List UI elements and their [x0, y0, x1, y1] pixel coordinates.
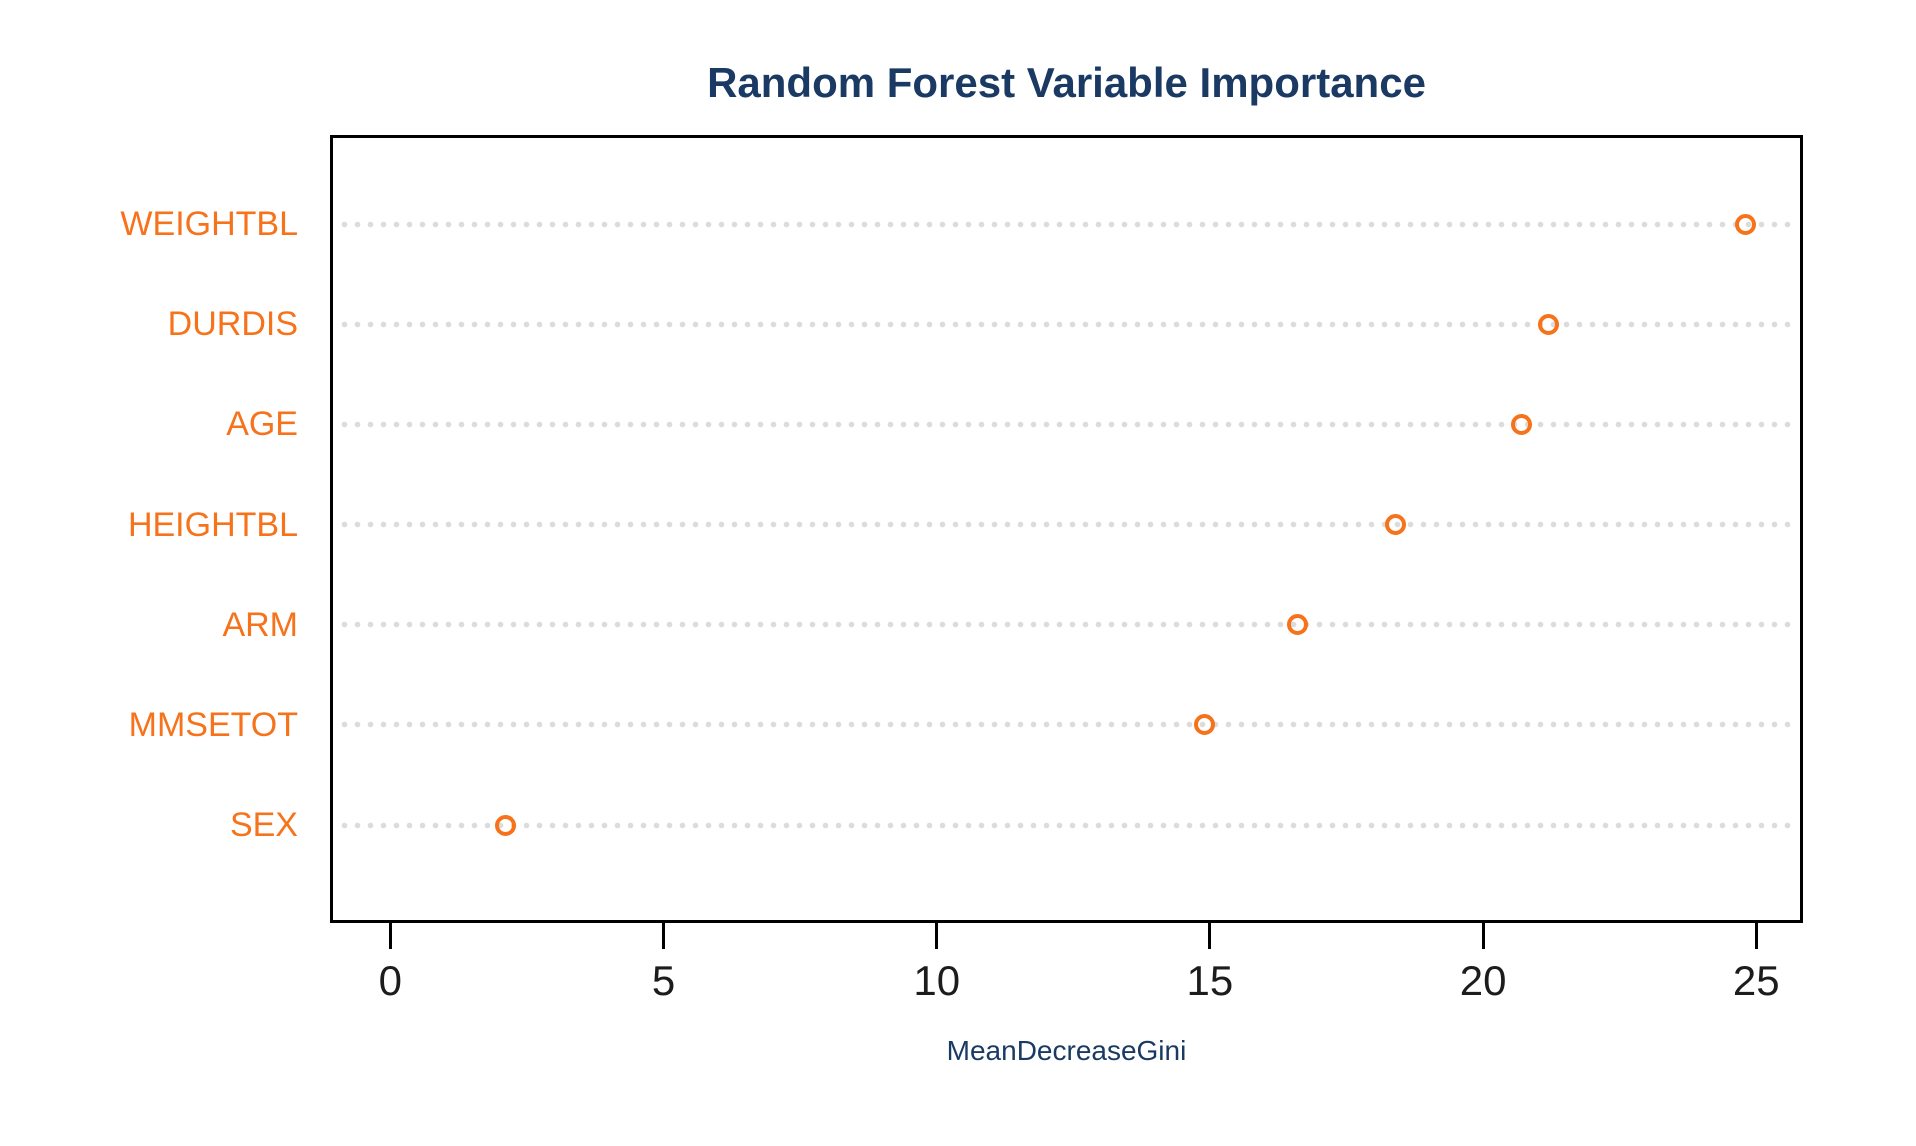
gridline	[338, 420, 1795, 428]
x-axis-label: MeanDecreaseGini	[946, 1035, 1187, 1066]
data-point	[1734, 213, 1756, 235]
x-tick-mark	[388, 923, 392, 949]
x-tick-label: 10	[913, 957, 961, 1004]
category-label: DURDIS	[167, 305, 298, 344]
data-point	[1286, 614, 1308, 636]
x-tick-mark	[935, 923, 939, 949]
x-tick-mark	[1481, 923, 1485, 949]
x-tick-label: 0	[378, 957, 403, 1004]
category-label: ARM	[222, 605, 298, 644]
gridline	[338, 621, 1795, 629]
plot-area	[330, 135, 1803, 923]
x-tick-label: 20	[1459, 957, 1507, 1004]
chart-title: Random Forest Variable Importance	[707, 59, 1426, 106]
x-tick-mark	[1208, 923, 1212, 949]
category-label: AGE	[226, 405, 298, 444]
category-label: MMSETOT	[128, 705, 298, 744]
gridline	[338, 721, 1795, 729]
data-point	[494, 814, 516, 836]
gridline	[338, 821, 1795, 829]
category-label: SEX	[229, 806, 298, 845]
x-tick-mark	[662, 923, 666, 949]
category-label: WEIGHTBL	[120, 205, 298, 243]
x-tick-label: 5	[651, 957, 676, 1004]
data-point	[1385, 514, 1407, 535]
x-tick-label: 25	[1732, 957, 1780, 1004]
gridline	[338, 320, 1795, 328]
gridline	[338, 220, 1795, 228]
x-tick-mark	[1754, 923, 1758, 949]
data-point	[1193, 714, 1215, 736]
gridline	[338, 521, 1795, 528]
x-tick-label: 15	[1186, 957, 1234, 1004]
category-label: HEIGHTBL	[127, 505, 298, 544]
data-point	[1538, 313, 1560, 335]
data-point	[1510, 413, 1532, 435]
